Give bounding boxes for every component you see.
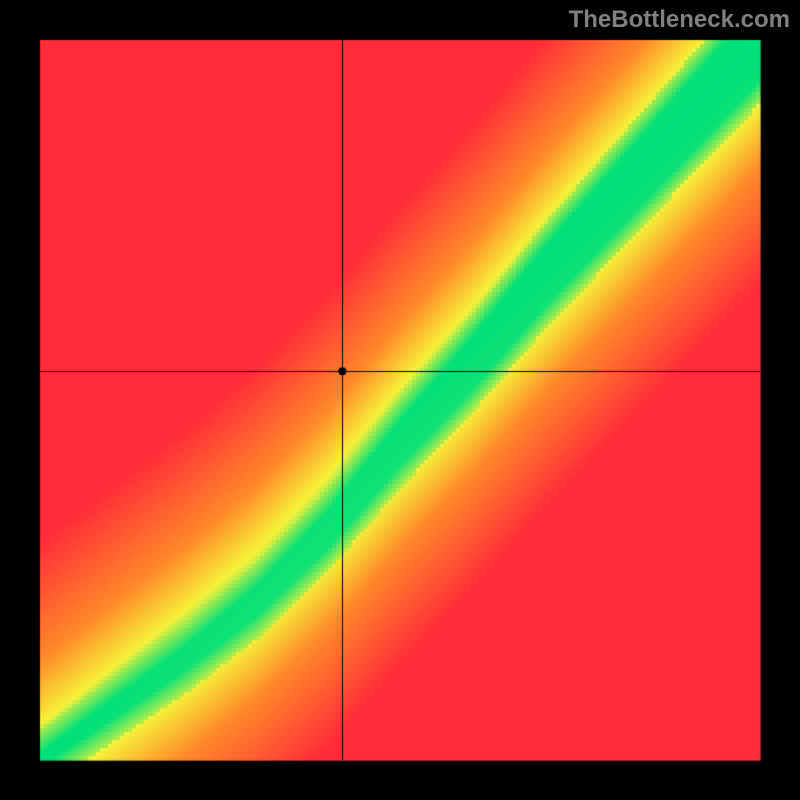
watermark-text: TheBottleneck.com [569, 6, 790, 34]
bottleneck-heatmap [0, 0, 800, 800]
chart-container: TheBottleneck.com [0, 0, 800, 800]
